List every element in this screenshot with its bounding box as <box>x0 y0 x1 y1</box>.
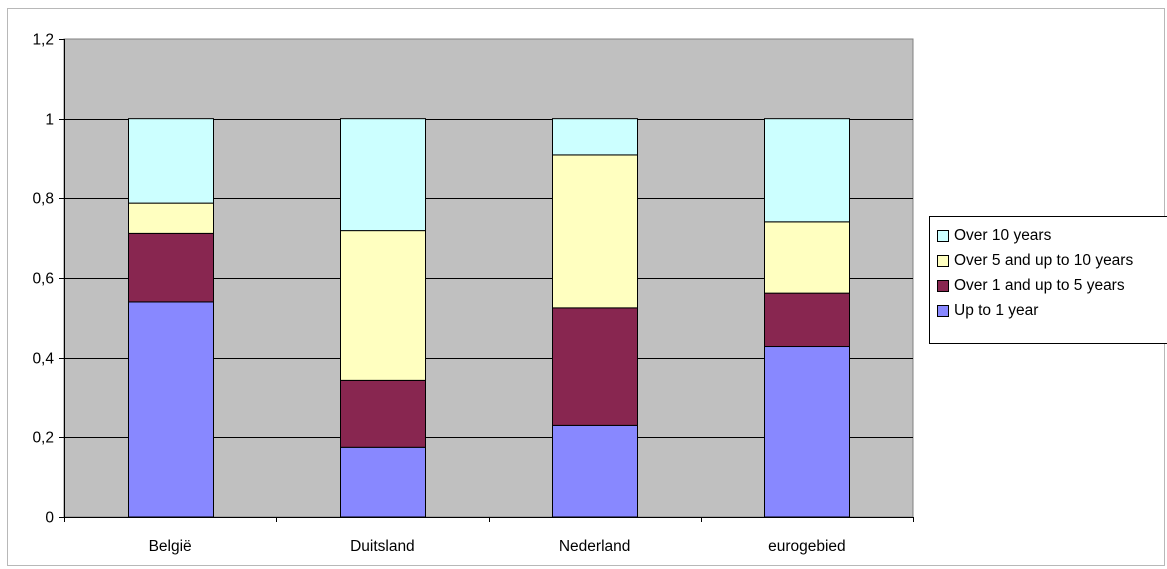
tick-labels: 0 0,2 0,4 0,6 0,8 1 1,2 België Duitsland Nederlan… <box>32 32 845 556</box>
bar-segment <box>764 118 850 223</box>
legend-item: Over 1 and up to 5 years <box>937 273 1167 298</box>
bar-segment <box>764 292 850 348</box>
y-tick-label: 1 <box>45 112 54 129</box>
legend-swatch <box>937 304 949 317</box>
x-tick-label: Duitsland <box>350 538 415 555</box>
bar-segment <box>128 202 214 234</box>
bar-segment <box>128 118 214 204</box>
bar-segment <box>552 424 638 518</box>
bar-segment <box>340 230 426 381</box>
y-tick-label: 0,6 <box>32 271 54 288</box>
bar-segment <box>340 446 426 518</box>
bar-segment <box>552 118 638 156</box>
legend-swatch <box>937 279 949 292</box>
bar-segment <box>128 301 214 518</box>
y-tick-label: 0,4 <box>32 351 54 368</box>
y-tick-label: 1,2 <box>32 32 54 49</box>
bar-segment <box>764 221 850 294</box>
legend-item: Up to 1 year <box>937 298 1167 323</box>
bar-segment <box>340 118 426 232</box>
x-tick-label: Nederland <box>559 538 631 555</box>
x-tick-label: België <box>149 538 192 555</box>
legend-item: Over 10 years <box>937 223 1167 248</box>
y-tick-label: 0,2 <box>32 430 54 447</box>
y-tick-label: 0,8 <box>32 191 54 208</box>
x-tick-label: eurogebied <box>768 538 846 555</box>
legend-swatch <box>937 229 949 242</box>
legend-label: Over 1 and up to 5 years <box>954 276 1125 294</box>
bar-segment <box>764 346 850 518</box>
bar-segment <box>128 232 214 303</box>
legend-label: Over 10 years <box>954 226 1052 244</box>
legend-label: Over 5 and up to 10 years <box>954 251 1134 269</box>
bar-segment <box>340 379 426 448</box>
legend-label: Up to 1 year <box>954 301 1039 319</box>
y-tick-label: 0 <box>45 510 54 527</box>
legend: Over 10 years Over 5 and up to 10 years Ov… <box>929 216 1167 344</box>
bars <box>128 118 850 518</box>
legend-item: Over 5 and up to 10 years <box>937 248 1167 273</box>
bar-segment <box>552 154 638 309</box>
legend-swatch <box>937 254 949 267</box>
bar-segment <box>552 307 638 426</box>
